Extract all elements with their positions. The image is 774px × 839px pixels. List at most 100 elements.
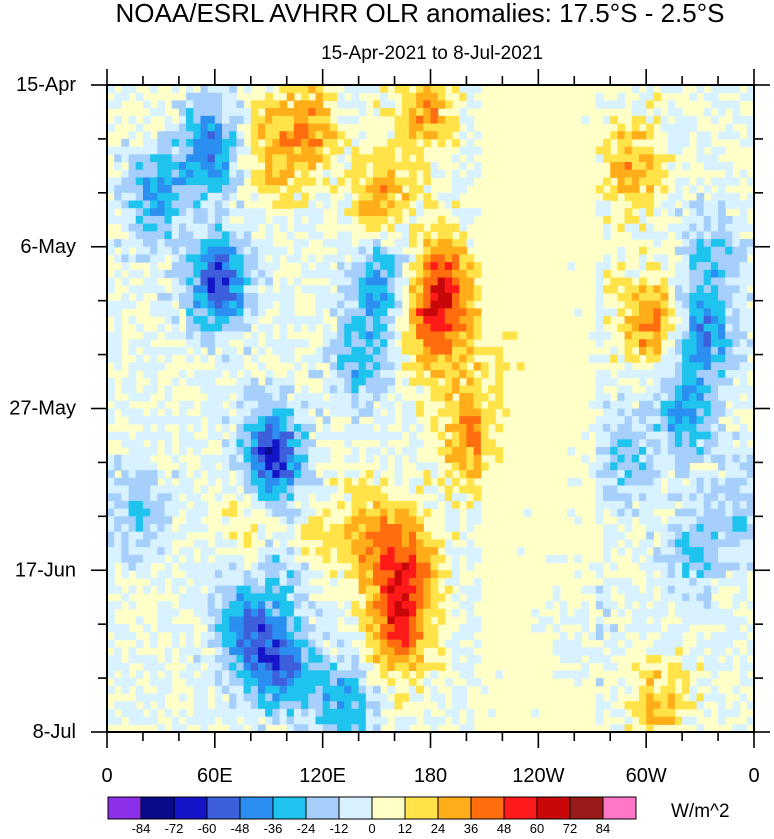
anomaly-cell	[430, 100, 439, 109]
anomaly-cell	[178, 285, 187, 294]
anomaly-cell	[222, 200, 230, 209]
anomaly-cell	[459, 369, 468, 379]
anomaly-cell	[401, 508, 410, 517]
anomaly-cell	[401, 562, 410, 571]
anomaly-cell	[603, 154, 611, 163]
anomaly-cell	[416, 308, 424, 317]
anomaly-cell	[250, 624, 259, 633]
anomaly-cell	[408, 162, 417, 171]
anomaly-cell	[732, 215, 741, 225]
anomaly-cell	[365, 285, 374, 294]
anomaly-cell	[732, 539, 741, 548]
anomaly-cell	[674, 585, 683, 594]
anomaly-cell	[444, 223, 453, 232]
anomaly-cell	[459, 115, 468, 125]
anomaly-cell	[351, 516, 360, 525]
anomaly-cell	[667, 416, 676, 425]
anomaly-cell	[718, 308, 726, 317]
anomaly-cell	[401, 716, 410, 725]
anomaly-cell	[444, 354, 453, 363]
anomaly-cell	[114, 331, 122, 340]
anomaly-cell	[624, 585, 633, 594]
anomaly-cell	[315, 431, 324, 440]
anomaly-cell	[315, 115, 324, 125]
anomaly-cell	[372, 631, 381, 641]
anomaly-cell	[653, 377, 662, 386]
anomaly-cell	[358, 192, 367, 202]
anomaly-cell	[466, 654, 475, 664]
anomaly-cell	[718, 454, 726, 464]
anomaly-cell	[293, 400, 302, 410]
anomaly-cell	[337, 631, 345, 641]
anomaly-cell	[401, 108, 410, 117]
anomaly-cell	[674, 177, 683, 186]
anomaly-cell	[531, 624, 539, 633]
anomaly-cell	[150, 177, 158, 186]
anomaly-cell	[351, 631, 360, 641]
anomaly-cell	[301, 439, 309, 448]
anomaly-cell	[257, 423, 266, 433]
anomaly-cell	[142, 423, 151, 433]
anomaly-cell	[107, 685, 115, 695]
anomaly-cell	[250, 262, 259, 271]
anomaly-cell	[257, 624, 266, 633]
anomaly-cell	[416, 485, 424, 494]
anomaly-cell	[380, 716, 388, 725]
anomaly-cell	[229, 269, 237, 279]
anomaly-cell	[315, 477, 324, 487]
anomaly-cell	[444, 585, 453, 594]
anomaly-cell	[178, 423, 187, 433]
anomaly-cell	[416, 300, 424, 309]
anomaly-cell	[171, 531, 180, 541]
anomaly-cell	[186, 108, 194, 117]
anomaly-cell	[653, 208, 662, 217]
anomaly-cell	[200, 169, 209, 179]
anomaly-cell	[638, 100, 647, 109]
anomaly-cell	[416, 200, 424, 209]
anomaly-cell	[423, 115, 432, 125]
anomaly-cell	[322, 269, 331, 279]
anomaly-cell	[689, 716, 698, 725]
anomaly-cell	[725, 508, 734, 517]
anomaly-cell	[387, 447, 396, 456]
anomaly-cell	[250, 654, 259, 664]
anomaly-cell	[480, 447, 489, 456]
anomaly-cell	[588, 631, 597, 641]
anomaly-cell	[682, 162, 690, 171]
anomaly-cell	[631, 185, 640, 194]
anomaly-cell	[595, 593, 604, 602]
anomaly-cell	[186, 554, 194, 564]
anomaly-cell	[193, 339, 202, 348]
anomaly-cell	[380, 562, 388, 571]
anomaly-cell	[394, 162, 403, 171]
anomaly-cell	[387, 185, 396, 194]
anomaly-cell	[351, 685, 360, 695]
anomaly-cell	[286, 470, 295, 479]
anomaly-cell	[222, 716, 230, 725]
anomaly-cell	[667, 423, 676, 433]
anomaly-cell	[107, 493, 115, 502]
anomaly-cell	[207, 269, 216, 279]
colorbar: -84 -72 -60 -48 -36 -24 -12 0 12 24 36 48 60 72 84	[107, 796, 637, 836]
anomaly-cell	[293, 254, 302, 263]
anomaly-cell	[315, 531, 324, 541]
anomaly-cell	[279, 577, 288, 587]
anomaly-cell	[452, 85, 460, 94]
anomaly-cell	[107, 354, 115, 363]
anomaly-cell	[315, 192, 324, 202]
anomaly-cell	[279, 192, 288, 202]
anomaly-cell	[250, 269, 259, 279]
anomaly-cell	[653, 393, 662, 402]
anomaly-cell	[114, 485, 122, 494]
anomaly-cell	[444, 362, 453, 371]
anomaly-cell	[703, 154, 712, 163]
anomaly-cell	[718, 100, 726, 109]
anomaly-cell	[689, 354, 698, 363]
anomaly-cell	[322, 285, 331, 294]
anomaly-cell	[178, 331, 187, 340]
anomaly-cell	[315, 269, 324, 279]
anomaly-cell	[739, 477, 748, 487]
anomaly-cell	[372, 346, 381, 356]
anomaly-cell	[718, 554, 726, 564]
anomaly-cell	[164, 308, 173, 317]
